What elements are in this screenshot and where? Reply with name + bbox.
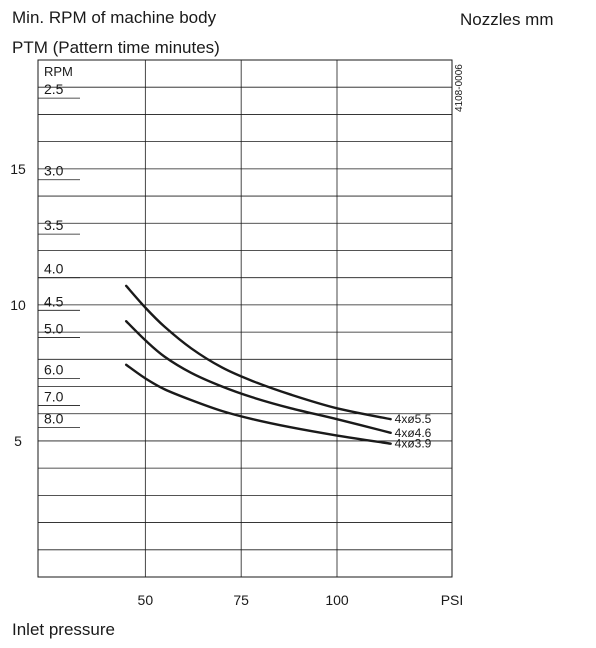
ptm-tick-label: 8.0 [44, 410, 64, 426]
series-line-2 [124, 320, 392, 434]
ptm-tick-label: 4.0 [44, 261, 64, 277]
ptm-tick-label: 3.5 [44, 217, 64, 233]
x-axis-unit: PSI [441, 592, 464, 608]
y-axis-label: RPM [44, 64, 73, 79]
axis-ticks: 50 75 100 5 10 15 2.5 3.0 3.5 4.0 4.5 5.0 6.0 7.0 8.0 [10, 81, 349, 608]
ptm-tick-label: 6.0 [44, 361, 64, 377]
series-label: 4xø5.5 [395, 412, 432, 426]
ptm-tick-label: 4.5 [44, 293, 64, 309]
ptm-tick-label: 3.0 [44, 163, 64, 179]
figure-code: 4108-0006 [454, 64, 465, 112]
ptm-tick-label: 5.0 [44, 321, 64, 337]
chart-title: Min. RPM of machine body [12, 8, 217, 27]
chart-subtitle: PTM (Pattern time minutes) [12, 38, 220, 57]
series-line-1 [124, 284, 392, 421]
rpm-tick-label: 5 [14, 433, 22, 449]
grid-lines [38, 60, 452, 577]
series-line-3 [124, 363, 392, 445]
x-tick-label: 75 [233, 592, 249, 608]
series-label: 4xø3.9 [395, 437, 432, 451]
rpm-tick-label: 10 [10, 297, 26, 313]
ptm-tick-label: 2.5 [44, 81, 64, 97]
series-label: 4xø4.6 [395, 426, 432, 440]
rpm-tick-label: 15 [10, 161, 26, 177]
plot-frame [37, 59, 453, 578]
x-tick-label: 100 [325, 592, 349, 608]
x-axis-caption: Inlet pressure [12, 620, 115, 639]
legend-title: Nozzles mm [460, 10, 554, 29]
x-tick-label: 50 [138, 592, 154, 608]
ptm-tick-label: 7.0 [44, 389, 64, 405]
